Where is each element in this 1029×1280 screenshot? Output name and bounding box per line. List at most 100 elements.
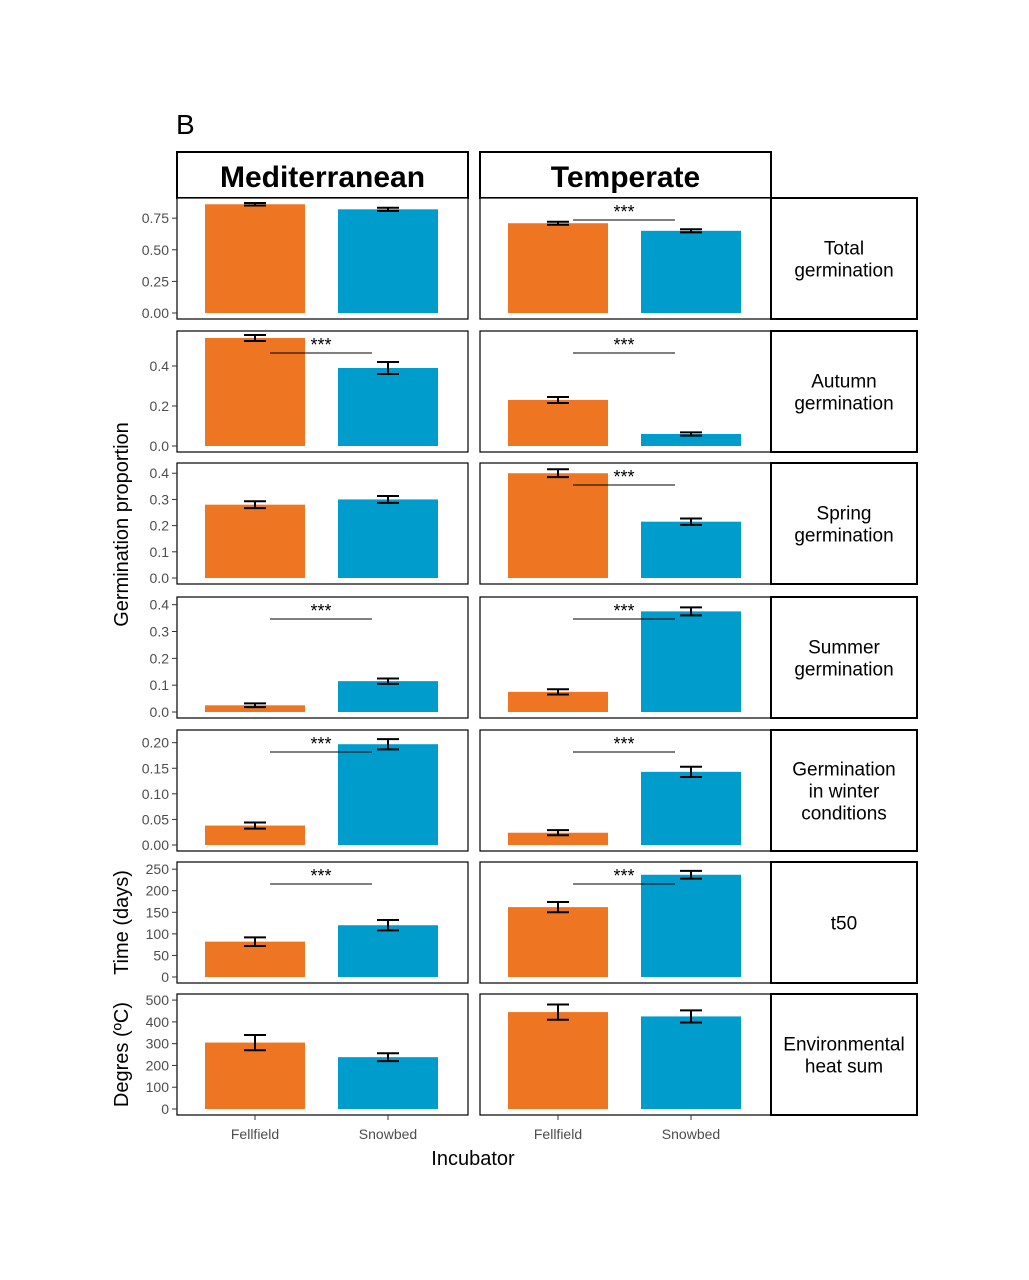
y-tick-label: 0.25: [142, 273, 169, 289]
row-strip: [770, 330, 918, 453]
row-strip: [770, 462, 918, 585]
significance-label: ***: [613, 335, 634, 355]
bar-snowbed: [641, 771, 741, 845]
y-tick-label: 400: [146, 1014, 170, 1030]
y-tick-label: 0.3: [150, 624, 170, 640]
y-tick-label: 200: [146, 1057, 170, 1073]
row-strip-label: conditions: [801, 804, 887, 825]
y-tick-label: 0: [161, 1101, 169, 1117]
y-tick-label: 0.1: [150, 677, 170, 693]
y-tick-label: 200: [146, 883, 170, 899]
row-strip-label: Autumn: [811, 372, 876, 393]
bar-fellfield: [508, 832, 608, 845]
y-tick-label: 0.4: [150, 597, 170, 613]
y-tick-label: 100: [146, 926, 170, 942]
bar-fellfield: [508, 223, 608, 313]
x-tick-label: Snowbed: [359, 1126, 417, 1142]
significance-label: ***: [613, 601, 634, 621]
row-strip-label: in winter: [809, 782, 880, 803]
y-tick-label: 0.75: [142, 210, 169, 226]
y-tick-label: 0.00: [142, 837, 169, 853]
y-tick-label: 0.2: [150, 650, 170, 666]
row-strip-label: heat sum: [805, 1057, 883, 1078]
bar-snowbed: [338, 744, 438, 845]
row-strip: [770, 861, 918, 984]
y-tick-label: 0.05: [142, 811, 169, 827]
bar-fellfield: [508, 473, 608, 578]
significance-label: ***: [310, 335, 331, 355]
y-tick-label: 0.1: [150, 544, 170, 560]
bar-snowbed: [641, 874, 741, 977]
row-strip-label: Germination: [792, 760, 896, 781]
y-tick-label: 0.2: [150, 398, 170, 414]
bar-snowbed: [338, 681, 438, 712]
bar-snowbed: [338, 209, 438, 313]
bar-snowbed: [338, 499, 438, 578]
significance-label: ***: [613, 202, 634, 222]
row-strip-label: Summer: [808, 638, 880, 659]
row-strip-label: Environmental: [783, 1035, 904, 1056]
y-tick-label: 0.4: [150, 358, 170, 374]
column-strip-label: Mediterranean: [220, 161, 425, 194]
significance-label: ***: [310, 734, 331, 754]
bar-fellfield: [205, 705, 305, 712]
column-strip-temperate: [479, 151, 772, 199]
column-strip-mediterranean: [176, 151, 469, 199]
y-tick-label: 0.0: [150, 438, 170, 454]
bar-snowbed: [641, 611, 741, 712]
y-tick-label: 0.10: [142, 786, 169, 802]
x-tick-label: Snowbed: [662, 1126, 720, 1142]
bar-fellfield: [508, 907, 608, 977]
y-tick-label: 100: [146, 1079, 170, 1095]
significance-label: ***: [613, 866, 634, 886]
bar-fellfield: [205, 204, 305, 313]
significance-label: ***: [613, 467, 634, 487]
y-tick-label: 0.20: [142, 735, 169, 751]
bar-snowbed: [641, 434, 741, 446]
row-strip-label: germination: [794, 394, 893, 415]
y-tick-label: 500: [146, 992, 170, 1008]
row-strip-label: germination: [794, 261, 893, 282]
x-tick-label: Fellfield: [231, 1126, 279, 1142]
bar-fellfield: [205, 941, 305, 977]
bar-fellfield: [205, 825, 305, 845]
row-strip-label: germination: [794, 526, 893, 547]
bar-fellfield: [508, 400, 608, 446]
y-axis-title: Time (days): [111, 870, 133, 975]
y-axis-title: Degres (ºC): [111, 1002, 133, 1107]
bar-snowbed: [338, 925, 438, 977]
y-tick-label: 0.2: [150, 518, 170, 534]
significance-label: ***: [613, 734, 634, 754]
row-strip: [770, 993, 918, 1116]
panel-letter: B: [176, 109, 195, 140]
bar-snowbed: [641, 230, 741, 313]
bar-snowbed: [338, 1057, 438, 1109]
y-tick-label: 50: [153, 947, 169, 963]
y-tick-label: 150: [146, 904, 170, 920]
significance-label: ***: [310, 866, 331, 886]
x-tick-label: Fellfield: [534, 1126, 582, 1142]
y-tick-label: 0.0: [150, 704, 170, 720]
y-axis-title: Germination proportion: [111, 422, 133, 627]
row-strip: [770, 197, 918, 320]
bar-fellfield: [205, 338, 305, 446]
row-strip-label: Spring: [817, 504, 872, 525]
bar-fellfield: [508, 691, 608, 712]
y-tick-label: 0.3: [150, 491, 170, 507]
y-tick-label: 250: [146, 861, 170, 877]
y-tick-label: 0: [161, 969, 169, 985]
row-strip: [770, 729, 918, 852]
bar-snowbed: [641, 1016, 741, 1109]
x-axis-title: Incubator: [431, 1148, 515, 1170]
y-tick-label: 0.0: [150, 570, 170, 586]
row-strip-label: t50: [831, 914, 857, 935]
bar-fellfield: [205, 1042, 305, 1109]
bar-snowbed: [641, 521, 741, 578]
y-tick-label: 0.4: [150, 465, 170, 481]
bar-fellfield: [508, 1012, 608, 1109]
column-strip-label: Temperate: [551, 161, 701, 194]
row-strip-label: germination: [794, 660, 893, 681]
significance-label: ***: [310, 601, 331, 621]
bar-snowbed: [338, 368, 438, 446]
